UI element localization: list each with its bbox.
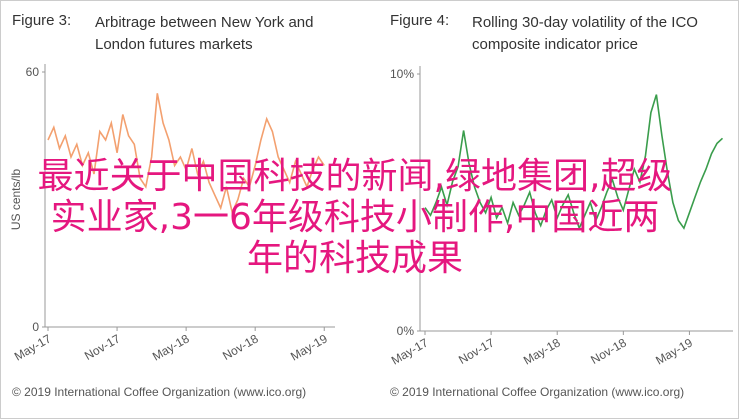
x-tick-label: Nov-18 <box>588 335 629 367</box>
x-tick-label: May-17 <box>389 335 431 367</box>
source: © 2019 International Coffee Organization… <box>12 385 306 399</box>
x-tick-label: Nov-17 <box>456 335 497 367</box>
x-tick-label: May-19 <box>288 331 330 363</box>
x-tick-label: May-19 <box>653 335 695 367</box>
y-axis-label: US cents/lb <box>9 168 23 230</box>
overlay-line: 最近关于中国科技的新闻,绿地集团,超级 <box>37 156 673 197</box>
source: © 2019 International Coffee Organization… <box>390 385 684 399</box>
chart-title: Arbitrage between New York and London fu… <box>95 14 314 53</box>
y-tick-label: 10% <box>390 67 414 81</box>
x-tick-label: May-18 <box>150 331 192 363</box>
y-tick-label: 0 <box>32 320 39 334</box>
y-tick-label: 0% <box>397 324 415 338</box>
x-tick-label: Nov-17 <box>82 331 123 363</box>
x-tick-label: May-17 <box>12 331 54 363</box>
chart-title: Rolling 30-day volatility of the ICO com… <box>472 14 698 53</box>
overlay-line: 实业家,3一6年级科技小制作,中国近两 <box>50 197 660 238</box>
figure-label: Figure 4: <box>390 12 450 29</box>
x-tick-label: May-18 <box>521 335 563 367</box>
overlay-line: 年的科技成果 <box>246 238 463 279</box>
x-tick-label: Nov-18 <box>220 331 261 363</box>
overlay: 最近关于中国科技的新闻,绿地集团,超级 实业家,3一6年级科技小制作,中国近两 … <box>0 156 710 279</box>
figure-label: Figure 3: <box>12 12 72 29</box>
line <box>47 93 325 215</box>
line <box>424 94 724 231</box>
y-tick-label: 60 <box>26 65 40 79</box>
